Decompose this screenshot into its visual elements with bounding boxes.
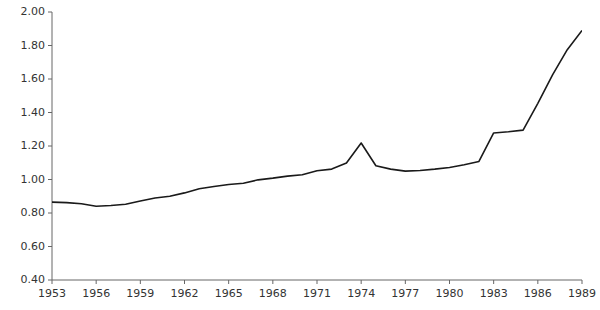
x-tick-label: 1977 (391, 287, 419, 300)
x-tick (140, 280, 141, 284)
y-tick-label: 2.00 (21, 5, 46, 18)
y-tick-label: 1.20 (21, 139, 46, 152)
x-tick (537, 280, 538, 284)
line (52, 30, 582, 206)
y-tick (48, 12, 52, 13)
x-tick-label: 1953 (38, 287, 66, 300)
y-tick-label: 0.80 (21, 206, 46, 219)
y-tick (48, 280, 52, 281)
y-axis: 0.40 0.60 0.80 1.00 1.20 1.40 1.60 1.80 2.00 (21, 5, 53, 286)
x-tick-label: 1965 (215, 287, 243, 300)
x-tick-label: 1980 (436, 287, 464, 300)
x-tick (272, 280, 273, 284)
x-tick-label: 1971 (303, 287, 331, 300)
x-tick (405, 280, 406, 284)
x-tick-label: 1959 (126, 287, 154, 300)
x-tick (449, 280, 450, 284)
x-tick (52, 280, 53, 284)
y-tick-label: 1.80 (21, 39, 46, 52)
x-tick (361, 280, 362, 284)
x-tick-label: 1974 (347, 287, 375, 300)
y-tick-label: 1.00 (21, 173, 46, 186)
x-tick-label: 1968 (259, 287, 287, 300)
y-tick (48, 146, 52, 147)
y-tick-label: 1.60 (21, 72, 46, 85)
x-axis: 1953 1956 1959 1962 1965 1968 1971 1974 1977 1980… (38, 280, 596, 300)
y-tick (48, 79, 52, 80)
x-tick (493, 280, 494, 284)
y-tick-label: 1.40 (21, 106, 46, 119)
x-tick (317, 280, 318, 284)
plot-area (52, 30, 582, 206)
x-tick-label: 1983 (480, 287, 508, 300)
y-tick (48, 246, 52, 247)
y-tick (48, 213, 52, 214)
x-tick-label: 1989 (568, 287, 596, 300)
y-tick (48, 45, 52, 46)
x-tick-label: 1956 (82, 287, 110, 300)
y-tick-label: 0.60 (21, 240, 46, 253)
x-tick (228, 280, 229, 284)
x-tick-label: 1962 (171, 287, 199, 300)
x-tick-label: 1986 (524, 287, 552, 300)
y-tick (48, 179, 52, 180)
y-tick-label: 0.40 (21, 273, 46, 286)
x-tick (582, 280, 583, 284)
x-tick (96, 280, 97, 284)
chart: 0.40 0.60 0.80 1.00 1.20 1.40 1.60 1.80 2.00 1953… (0, 0, 600, 310)
y-tick (48, 112, 52, 113)
x-tick (184, 280, 185, 284)
